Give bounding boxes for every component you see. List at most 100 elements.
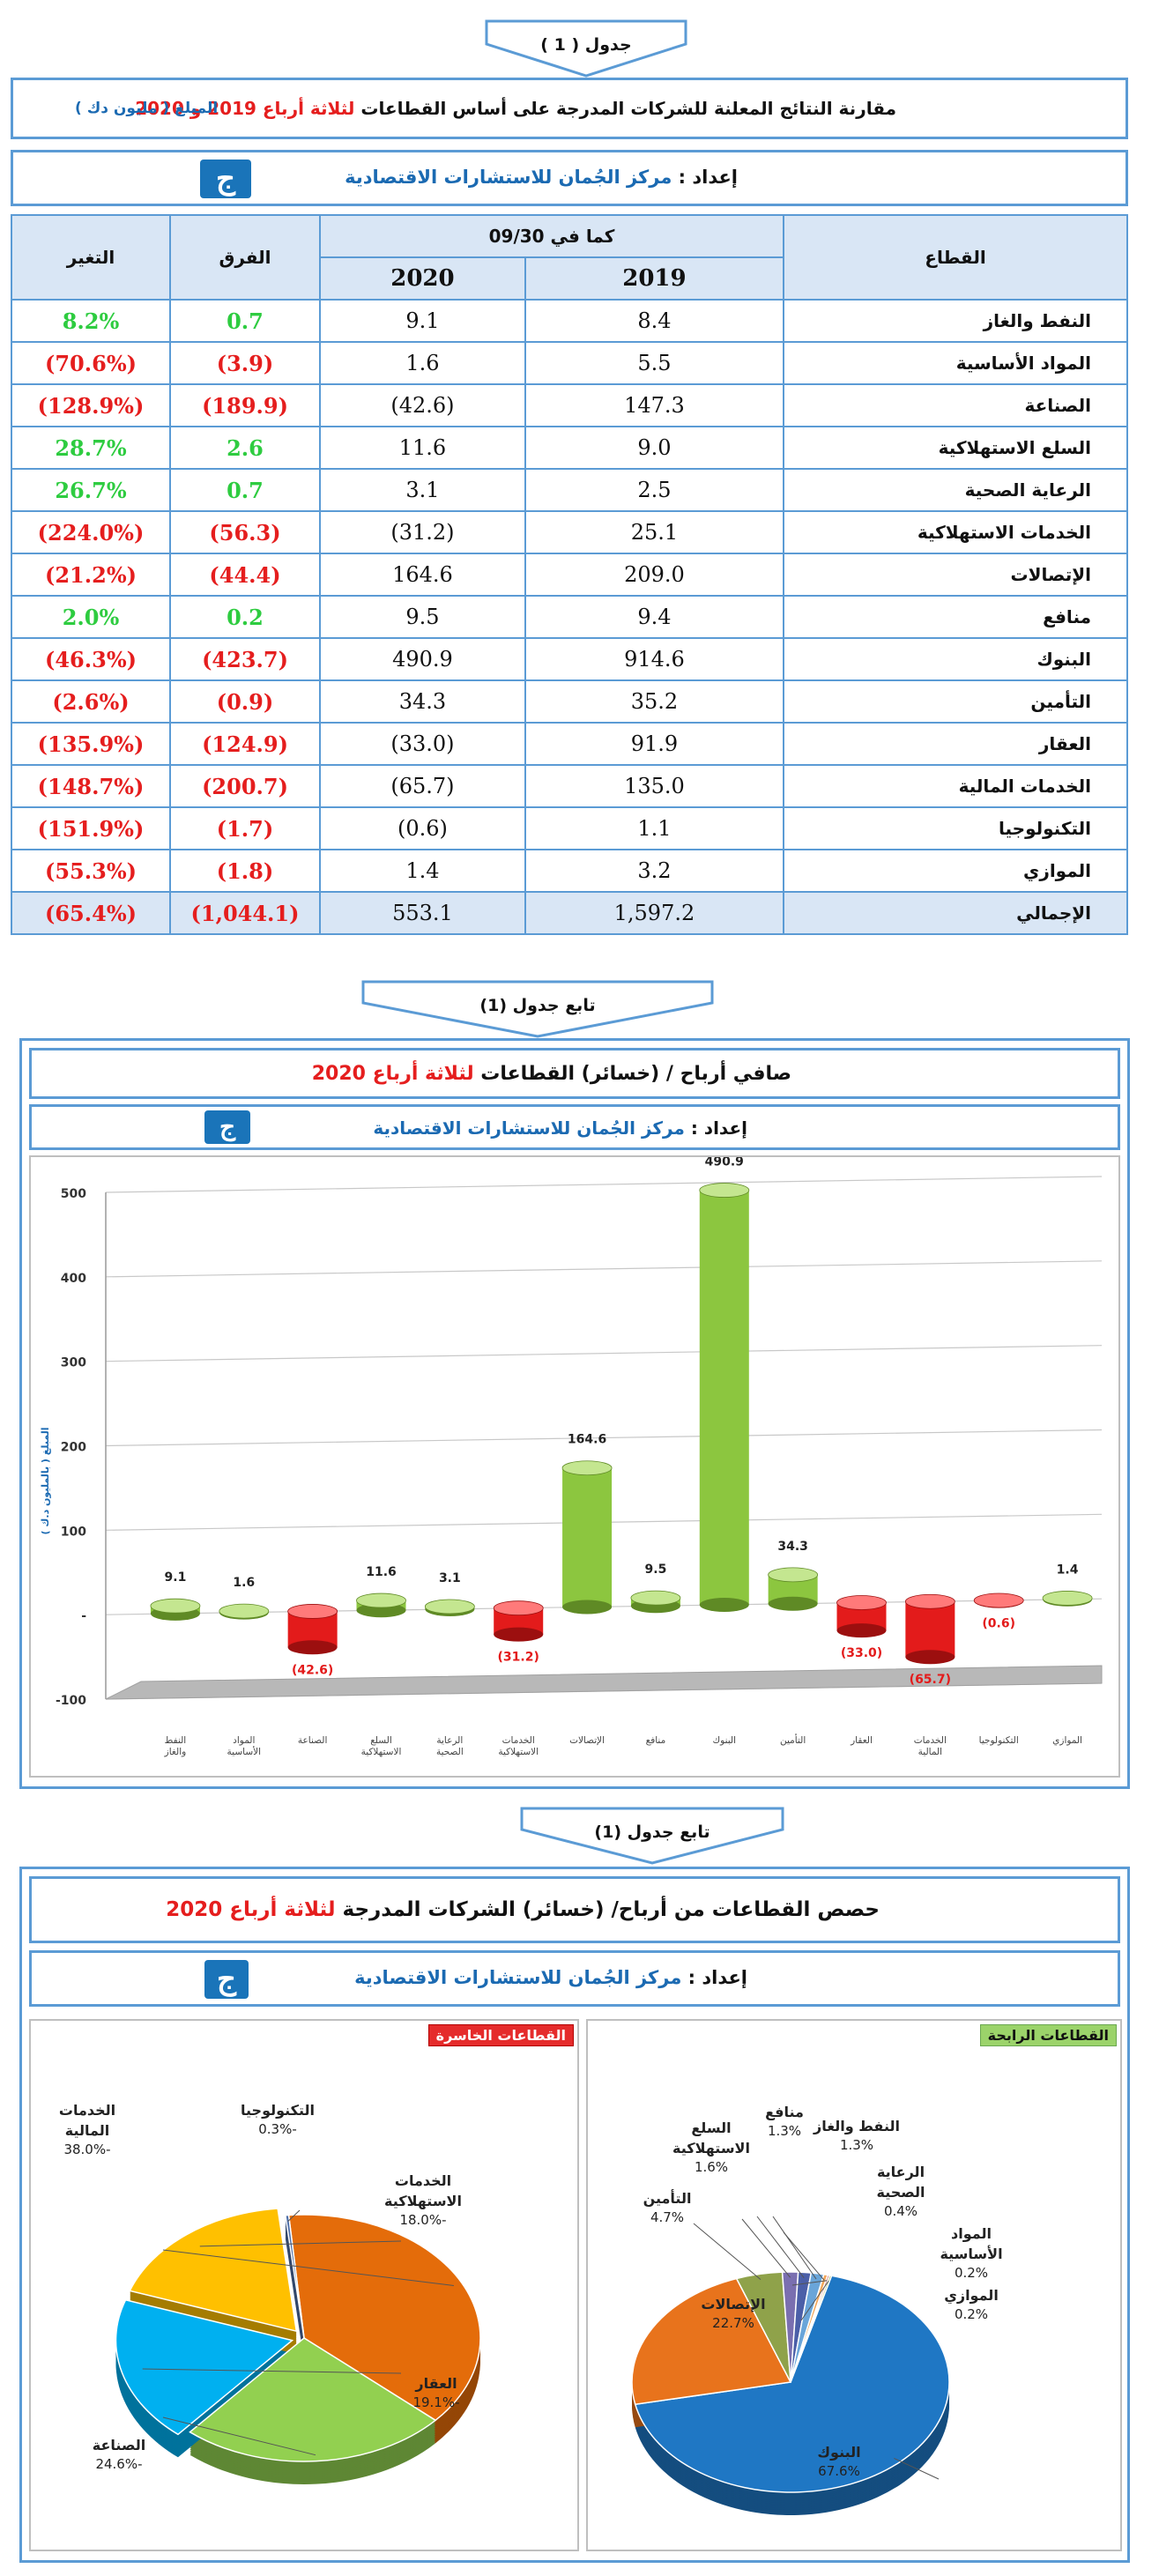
- pie-slice: [189, 2337, 437, 2462]
- leader-line: [287, 2209, 301, 2222]
- pie-label: الموازي 0.2%: [944, 2287, 999, 2323]
- cell-diff: (1,044.1): [169, 891, 321, 935]
- pie-label: منافع 1.3%: [765, 2104, 804, 2140]
- cell-diff: 0.7: [169, 468, 321, 512]
- profit-pie-chart: [631, 2216, 950, 2515]
- pie-label: الصناعة -24.6%: [92, 2437, 146, 2473]
- cell-sector: الصناعة: [783, 383, 1128, 427]
- category-label: المواد: [233, 1735, 255, 1746]
- col-change: التغير: [11, 214, 171, 301]
- category-label: السلع: [370, 1735, 392, 1746]
- category-label: الإتصالات: [569, 1735, 605, 1746]
- cell-diff: (1.7): [169, 806, 321, 850]
- y-tick-label: 300: [61, 1356, 86, 1370]
- down-arrow-icon: [520, 1807, 784, 1865]
- cell-change: 26.7%: [11, 468, 171, 512]
- cell-change: (46.3%): [11, 637, 171, 681]
- pie-label: النفط والغاز 1.3%: [814, 2118, 900, 2154]
- table-row: منافع 9.4 9.5 0.2 2.0%: [11, 595, 1128, 639]
- category-label: التأمين: [780, 1733, 806, 1746]
- leader-line: [162, 2416, 316, 2456]
- bar: [630, 1590, 681, 1614]
- sector-results-table: القطاع كما في 09/30 الفرق التغير 2019 20…: [11, 214, 1128, 935]
- table-tag: جدول ( 1 ): [540, 35, 632, 55]
- table-row: الخدمات المالية 135.0 (65.7) (200.7) (148.7%…: [11, 764, 1128, 808]
- pie-prepared-box: إعداد : مركز الجُمان للاستشارات الاقتصاد…: [29, 1950, 1120, 2007]
- table-row: الإتصالات 209.0 164.6 (44.4) (21.2%): [11, 553, 1128, 597]
- bar-title: صافي أرباح / (خسائر) القطاعات لثلاثة أرب…: [311, 1063, 791, 1085]
- cell-change: 28.7%: [11, 426, 171, 470]
- cell-2019: 147.3: [524, 383, 785, 427]
- pie-slice: [631, 2277, 792, 2406]
- cell-sector: العقار: [783, 722, 1128, 766]
- pie-label: الخدمات الاستهلاكية -18.0%: [384, 2172, 462, 2229]
- leader-line: [772, 2216, 817, 2280]
- cell-diff: 2.6: [169, 426, 321, 470]
- table-row: المواد الأساسية 5.5 1.6 (3.9) (70.6%): [11, 341, 1128, 385]
- gridline: [105, 1260, 1103, 1278]
- gridline: [105, 1345, 1103, 1362]
- table-total-row: الإجمالي 1,597.2 553.1 (1,044.1) (65.4%): [11, 891, 1128, 935]
- table-title: مقارنة النتائج المعلنة للشركات المدرجة ع…: [135, 98, 896, 119]
- cell-sector: النفط والغاز: [783, 299, 1128, 343]
- cell-change: (2.6%): [11, 679, 171, 724]
- table-row: الموازي 3.2 1.4 (1.8) (55.3%): [11, 849, 1128, 893]
- y-tick-label: 500: [61, 1187, 86, 1201]
- cell-2019: 25.1: [524, 510, 785, 554]
- cell-2020: (33.0): [319, 722, 526, 766]
- table-title-box: مقارنة النتائج المعلنة للشركات المدرجة ع…: [11, 78, 1128, 139]
- bar-value-label: 1.6: [233, 1576, 255, 1590]
- cell-sector: الموازي: [783, 849, 1128, 893]
- cell-sector: الخدمات الاستهلاكية: [783, 510, 1128, 554]
- bar-section-frame: صافي أرباح / (خسائر) القطاعات لثلاثة أرب…: [19, 1038, 1130, 1789]
- bar-prepared-by: إعداد : مركز الجُمان للاستشارات الاقتصاد…: [373, 1117, 747, 1139]
- cell-2019: 9.4: [524, 595, 785, 639]
- bar-value-label: (42.6): [292, 1663, 333, 1677]
- category-label: الموازي: [1052, 1735, 1082, 1746]
- table-row: الصناعة 147.3 (42.6) (189.9) (128.9%): [11, 383, 1128, 427]
- bar-value-label: 9.5: [645, 1563, 667, 1577]
- category-label: الرعاية: [436, 1735, 463, 1746]
- leader-line: [800, 2280, 829, 2321]
- pie-label: التأمين 4.7%: [643, 2190, 692, 2226]
- table-row: البنوك 914.6 490.9 (423.7) (46.3%): [11, 637, 1128, 681]
- cell-2020: 11.6: [319, 426, 526, 470]
- loss-pie-chart: [115, 2208, 481, 2484]
- cell-change: (65.4%): [11, 891, 171, 935]
- prepared-by-box: إعداد : مركز الجُمان للاستشارات الاقتصاد…: [11, 150, 1128, 206]
- bar-chart-area: -100-100 200 300 400 500 المبلغ ( بالمليون د.…: [29, 1155, 1120, 1778]
- y-axis-label: المبلغ ( بالمليون د.ك ): [40, 1427, 51, 1534]
- cell-2020: 553.1: [319, 891, 526, 935]
- leader-line: [142, 2368, 402, 2374]
- jumman-logo-icon: ج: [200, 160, 251, 198]
- bar-tag: تابع جدول (1): [479, 996, 596, 1015]
- cell-2020: 164.6: [319, 553, 526, 597]
- gridline: [105, 1429, 1103, 1447]
- bar: [1042, 1591, 1093, 1607]
- cell-diff: (189.9): [169, 383, 321, 427]
- cell-2019: 209.0: [524, 553, 785, 597]
- cell-2019: 2.5: [524, 468, 785, 512]
- bar-value-label: 3.1: [439, 1571, 461, 1585]
- table-row: السلع الاستهلاكية 9.0 11.6 2.6 28.7%: [11, 426, 1128, 470]
- pie-label: الرعاية الصحية 0.4%: [876, 2164, 925, 2220]
- cell-sector: التأمين: [783, 679, 1128, 724]
- cell-change: (151.9%): [11, 806, 171, 850]
- cell-2019: 3.2: [524, 849, 785, 893]
- y-tick-label: 200: [61, 1441, 86, 1455]
- cell-sector: الإجمالي: [783, 891, 1128, 935]
- pie-label: العقار -19.1%: [412, 2375, 460, 2411]
- bar-value-label: (0.6): [982, 1617, 1015, 1631]
- cell-2019: 35.2: [524, 679, 785, 724]
- cell-change: (224.0%): [11, 510, 171, 554]
- leader-line: [791, 2280, 828, 2286]
- cell-change: (21.2%): [11, 553, 171, 597]
- cell-2019: 9.0: [524, 426, 785, 470]
- loss-pie-panel: القطاعات الخاسرة الخدمات المالية -38.0% ال…: [29, 2019, 579, 2551]
- y-tick-label: -: [81, 1609, 86, 1623]
- category-label: التكنولوجيا: [979, 1735, 1019, 1746]
- pie-tag-arrow: تابع جدول (1): [511, 1805, 793, 1867]
- cell-2019: 1,597.2: [524, 891, 785, 935]
- bar-value-label: 34.3: [777, 1540, 808, 1554]
- table-tag-arrow: جدول ( 1 ): [476, 18, 696, 79]
